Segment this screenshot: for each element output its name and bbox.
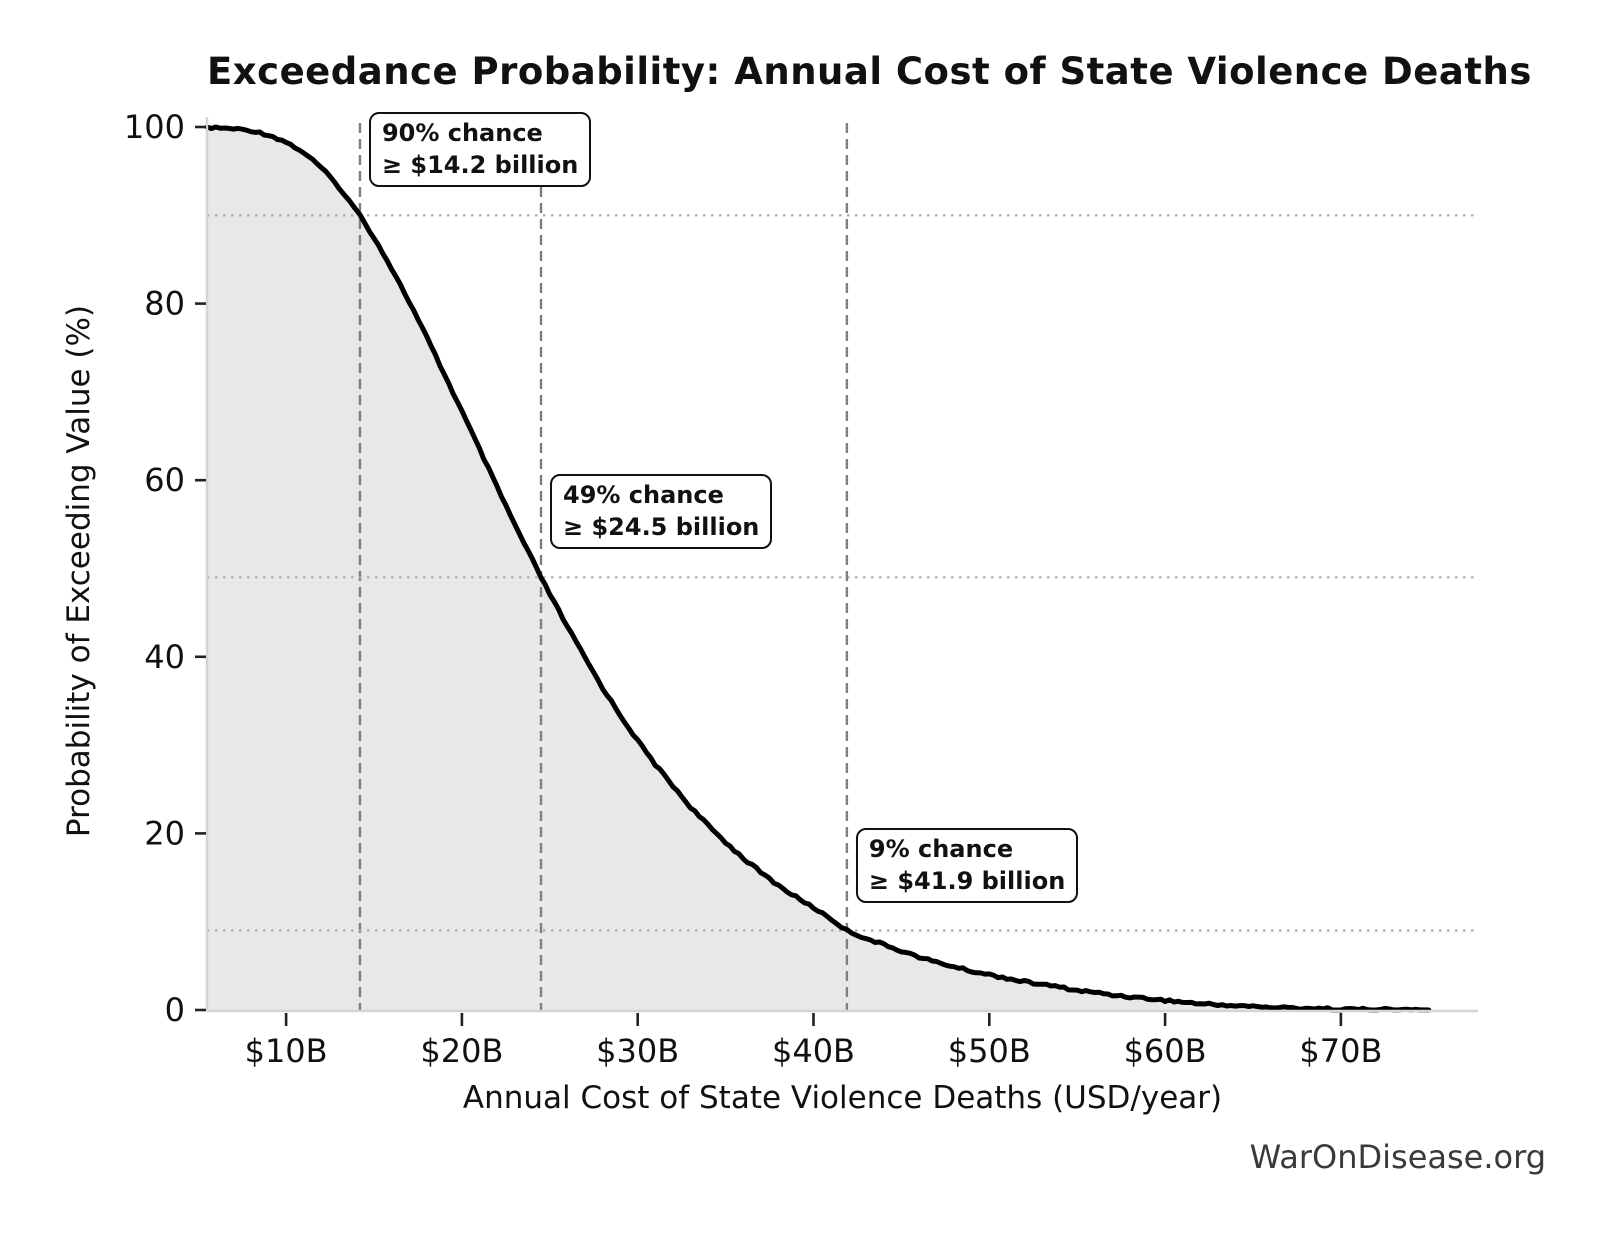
y-tick-label: 40 bbox=[144, 638, 185, 676]
x-tick-label: $50B bbox=[948, 1032, 1031, 1070]
x-tick-label: $60B bbox=[1124, 1032, 1207, 1070]
y-tick-label: 20 bbox=[144, 814, 185, 852]
y-tick-label: 80 bbox=[144, 285, 185, 323]
annotation-9pct: 9% chance ≥ $41.9 billion bbox=[855, 827, 1079, 903]
chart-title: Exceedance Probability: Annual Cost of S… bbox=[207, 50, 1532, 93]
annotation-9pct-line1: 9% chance bbox=[868, 834, 1014, 863]
area-under-curve bbox=[207, 127, 1429, 1010]
x-tick-label: $20B bbox=[420, 1032, 503, 1070]
y-tick-label: 60 bbox=[144, 461, 185, 499]
x-axis-label: Annual Cost of State Violence Deaths (US… bbox=[462, 1080, 1223, 1116]
x-tick-label: $70B bbox=[1299, 1032, 1382, 1070]
y-tick-label: 0 bbox=[165, 991, 185, 1029]
annotation-49pct-line1: 49% chance bbox=[563, 481, 724, 510]
y-axis-label: Probability of Exceeding Value (%) bbox=[61, 304, 97, 838]
y-tick-label: 100 bbox=[124, 108, 185, 146]
annotation-90pct: 90% chance ≥ $14.2 billion bbox=[368, 112, 592, 188]
x-tick-label: $10B bbox=[245, 1032, 328, 1070]
annotation-49pct-line2: ≥ $24.5 billion bbox=[563, 513, 760, 542]
x-tick-label: $40B bbox=[772, 1032, 855, 1070]
annotation-9pct-line2: ≥ $41.9 billion bbox=[868, 866, 1066, 895]
annotation-90pct-line2: ≥ $14.2 billion bbox=[381, 151, 579, 180]
exceedance-curve bbox=[204, 124, 1432, 1013]
watermark-text: WarOnDisease.org bbox=[1249, 1138, 1546, 1176]
annotation-49pct: 49% chance ≥ $24.5 billion bbox=[550, 474, 773, 550]
x-tick-label: $30B bbox=[596, 1032, 679, 1070]
annotation-90pct-line1: 90% chance bbox=[381, 119, 543, 148]
